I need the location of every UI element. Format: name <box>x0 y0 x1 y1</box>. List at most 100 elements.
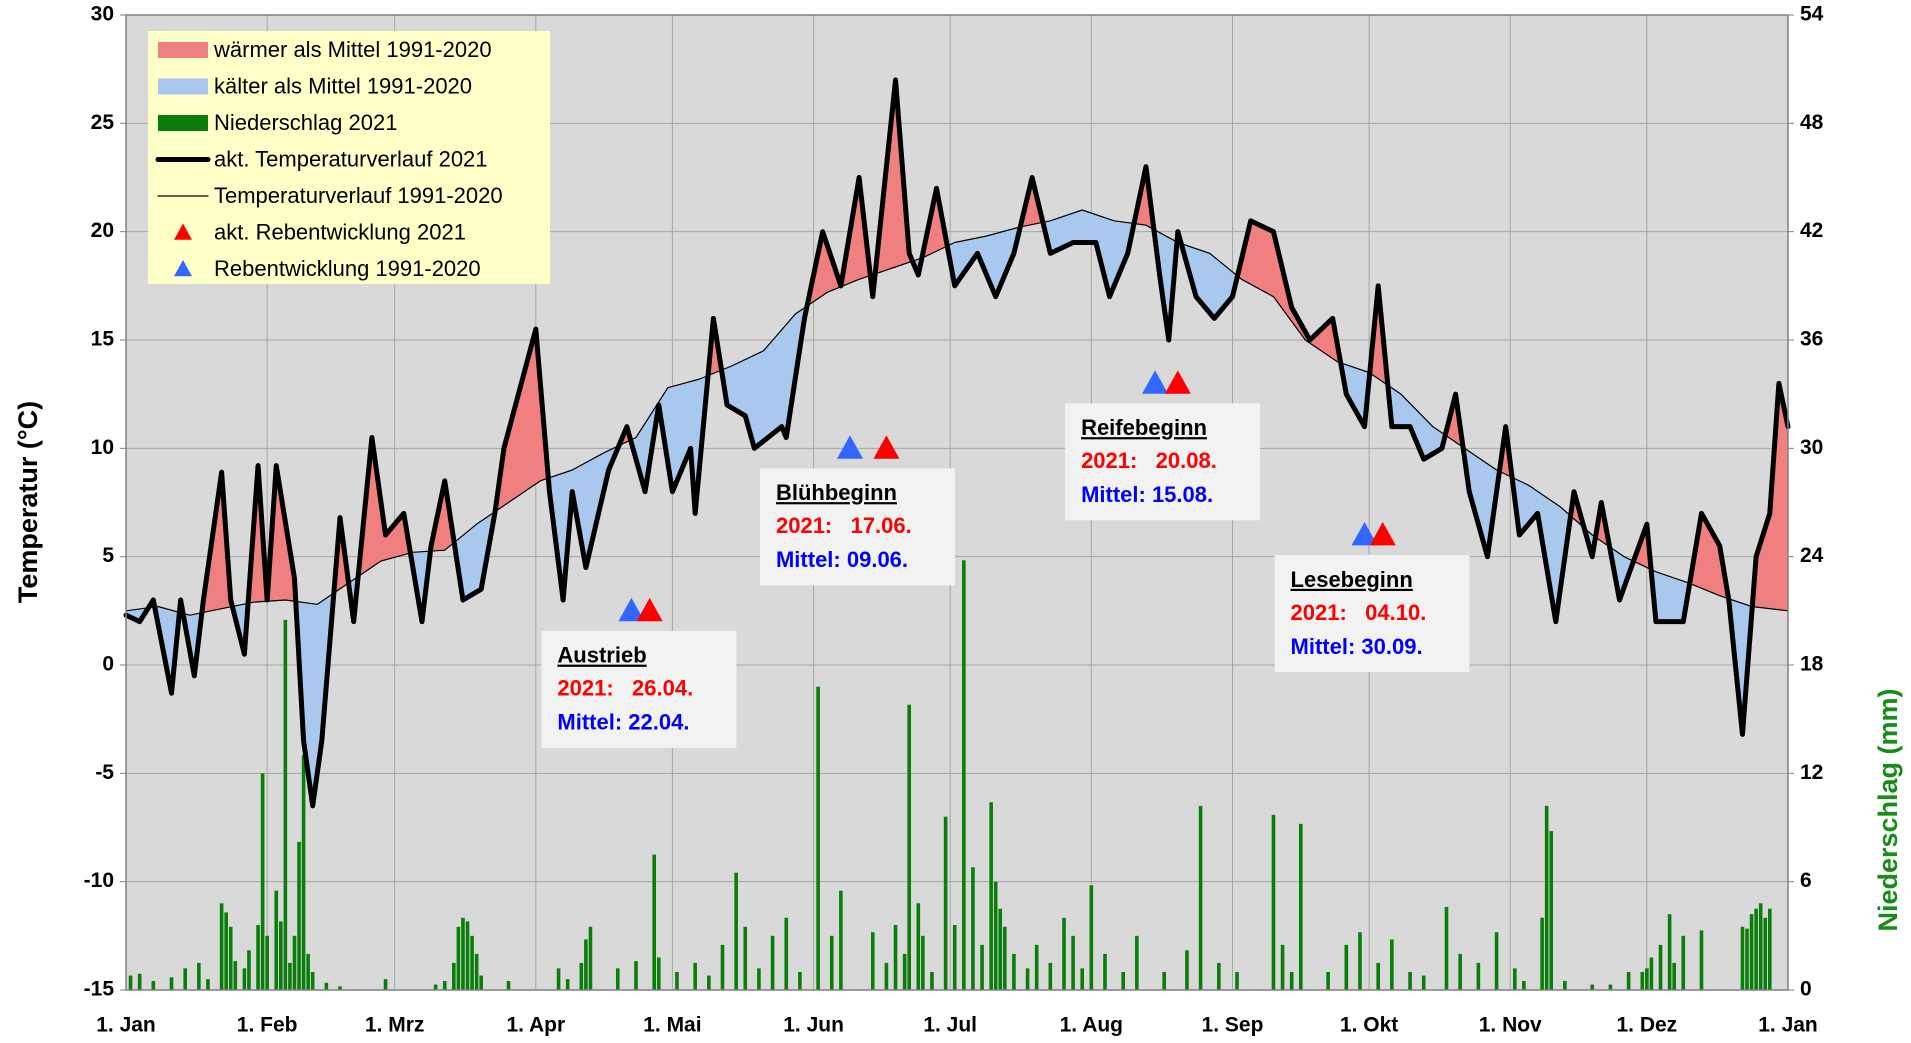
precipitation-bar <box>588 926 593 990</box>
y2-tick-label: 18 <box>1800 653 1824 676</box>
precipitation-bar <box>1540 917 1544 990</box>
precipitation-bar <box>1089 885 1094 990</box>
temperature-line <box>125 209 1789 616</box>
precipitation-bar <box>916 903 921 990</box>
precipitation-bar <box>707 975 711 990</box>
precipitation-bar <box>1421 975 1426 990</box>
phenology-marker <box>1164 370 1191 394</box>
plot-border <box>125 14 1789 991</box>
precipitation-bar <box>1071 935 1075 990</box>
precipitation-bar <box>1745 928 1749 990</box>
legend-label: akt. Rebentwicklung 2021 <box>214 219 466 244</box>
precipitation-bar <box>770 935 775 990</box>
y-tick-label: -10 <box>84 869 114 892</box>
x-tick-label: 1. Jun <box>783 1014 844 1037</box>
precipitation-bar <box>565 979 570 990</box>
precipitation-bar <box>1034 944 1039 990</box>
precipitation-bar <box>1135 935 1139 990</box>
precipitation-bar <box>474 953 479 990</box>
precipitation-bar <box>279 921 283 990</box>
precipitation-bar <box>1754 908 1758 990</box>
precipitation-bar <box>137 973 142 990</box>
precipitation-bar <box>1444 906 1449 990</box>
precipitation-bar <box>1549 831 1554 990</box>
precipitation-bar <box>1645 968 1649 990</box>
warm-area <box>1752 383 1788 611</box>
annotation-mean: Mittel: 09.06. <box>776 547 908 572</box>
annotation-2021: 2021: 04.10. <box>1291 600 1427 625</box>
y2-tick-label: 6 <box>1800 869 1812 892</box>
precipitation-bar <box>743 926 748 990</box>
precipitation-bar <box>656 957 661 990</box>
legend-label: Niederschlag 2021 <box>214 110 397 135</box>
precipitation-bar <box>1217 962 1221 990</box>
legend-swatch <box>158 115 208 131</box>
precipitation-bar <box>1235 971 1239 990</box>
phenology-marker <box>1351 522 1378 546</box>
legend-box <box>148 31 550 284</box>
y-tick-label: 10 <box>91 436 114 459</box>
annotation-title: Reifebeginn <box>1081 415 1207 440</box>
precipitation-bar <box>556 968 561 990</box>
precipitation-bar <box>1649 957 1654 990</box>
annotation-2021: 2021: 26.04. <box>557 676 693 701</box>
precipitation-bar <box>1062 917 1066 990</box>
cold-area <box>631 375 708 514</box>
precipitation-bar <box>907 704 911 990</box>
cold-area <box>1181 243 1238 319</box>
precipitation-bar <box>1512 968 1517 990</box>
precipitation-bar <box>219 903 224 990</box>
precipitation-bar <box>1672 962 1676 990</box>
warm-area <box>1134 166 1153 229</box>
x-tick-label: 1. Apr <box>506 1014 565 1037</box>
precipitation-bar <box>506 980 511 990</box>
annotation-title: Blühbeginn <box>776 480 897 505</box>
phenology-marker <box>636 597 663 622</box>
precipitation-bar <box>998 908 1003 990</box>
precipitation-bar <box>260 773 265 990</box>
precipitation-bar <box>1289 971 1294 990</box>
precipitation-bar <box>1626 971 1631 990</box>
precipitation-bar <box>693 962 697 990</box>
y-axis-label: Temperatur (°C) <box>13 401 43 603</box>
precipitation-bar <box>1408 971 1412 990</box>
precipitation-bar <box>233 961 238 990</box>
annotation-2021: 2021: 20.08. <box>1081 448 1217 473</box>
precipitation-bar <box>1280 944 1285 990</box>
precipitation-bar <box>893 925 898 990</box>
precipitation-bar <box>1390 939 1394 990</box>
precipitation-bar <box>584 939 588 990</box>
legend-swatch <box>158 78 208 95</box>
x-tick-label: 1. Feb <box>237 1014 298 1037</box>
precipitation-bar <box>206 979 210 990</box>
precipitation-bar <box>757 968 761 990</box>
precipitation-bar <box>980 944 984 990</box>
cold-area <box>126 607 148 622</box>
x-tick-label: 1. Mai <box>643 1014 701 1037</box>
warm-area <box>1020 177 1043 227</box>
x-tick-label: 1. Aug <box>1060 1014 1123 1037</box>
annotation: Reifebeginn 2021: 20.08. Mittel: 15.08. <box>1065 403 1261 521</box>
precipitation-bar <box>247 950 251 990</box>
precipitation-bar <box>1003 926 1007 990</box>
precipitation-bar <box>224 912 228 990</box>
warm-area <box>922 188 947 258</box>
precipitation-bar <box>324 982 329 990</box>
precipitation-bar <box>971 867 975 990</box>
legend-label: Rebentwicklung 1991-2020 <box>214 256 481 281</box>
precipitation-bar <box>310 971 315 990</box>
phenology-marker <box>836 435 863 459</box>
y2-tick-label: 54 <box>1800 3 1824 26</box>
annotation: Austrieb 2021: 26.04. Mittel: 22.04. <box>541 630 737 748</box>
legend-label: akt. Temperaturverlauf 2021 <box>214 146 488 171</box>
precipitation-bar <box>383 979 388 990</box>
y-tick-label: 20 <box>91 219 114 242</box>
legend-label: wärmer als Mittel 1991-2020 <box>213 37 492 62</box>
y-tick-label: 5 <box>102 544 114 567</box>
precipitation-bar <box>1758 903 1763 990</box>
y-tick-label: -5 <box>95 761 114 784</box>
precipitation-bar <box>1640 971 1645 990</box>
annotation-title: Lesebeginn <box>1291 567 1413 592</box>
phenology-marker <box>1369 522 1396 546</box>
